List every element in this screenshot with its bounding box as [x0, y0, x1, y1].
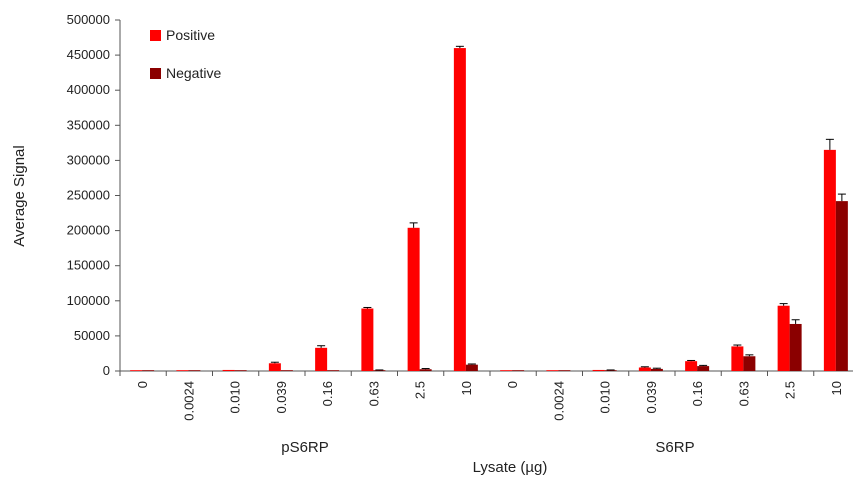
y-tick-label: 500000	[67, 12, 110, 27]
x-tick-label: 2.5	[413, 381, 428, 399]
legend-swatch-positive	[150, 30, 161, 41]
y-tick-label: 100000	[67, 293, 110, 308]
x-tick-label: 2.5	[783, 381, 798, 399]
x-tick-labels: 0 0.0024 0.010 0.039 0.16 0.63 2.5 10 0 0.0024 0.0…	[135, 381, 844, 421]
bar-negative	[373, 370, 386, 371]
x-tick-label: 0.63	[736, 381, 751, 406]
group-label: S6RP	[655, 439, 694, 456]
x-tick-label: 0	[135, 381, 150, 388]
x-axis-title: Lysate (µg)	[473, 459, 548, 476]
y-axis: 0 50000 100000 150000 200000 250000 300000 3500…	[67, 12, 121, 378]
bar-negative	[234, 370, 247, 371]
bar-positive	[685, 361, 698, 371]
bar-negative	[697, 366, 710, 371]
bar-positive	[130, 370, 143, 371]
bar-negative	[419, 369, 432, 371]
y-tick-label: 350000	[67, 117, 110, 132]
y-tick-label: 0	[103, 363, 110, 378]
y-tick-label: 300000	[67, 152, 110, 167]
bar-negative	[650, 368, 663, 371]
legend-label-positive: Positive	[166, 27, 215, 43]
bar-negative	[280, 370, 293, 371]
bar-negative	[558, 370, 571, 371]
bar-negative	[604, 370, 617, 371]
x-tick-label: 0.16	[690, 381, 705, 406]
bar-negative	[835, 201, 848, 371]
bar-negative	[327, 370, 340, 371]
legend: Positive Negative	[150, 27, 221, 81]
bar-negative	[512, 370, 525, 371]
group-labels: pS6RP S6RP	[281, 439, 694, 456]
x-tick-label: 0.010	[228, 381, 243, 414]
y-tick-label: 50000	[74, 328, 110, 343]
y-tick-label: 450000	[67, 47, 110, 62]
y-tick-label: 250000	[67, 188, 110, 203]
legend-swatch-negative	[150, 68, 161, 79]
y-axis-title: Average Signal	[11, 145, 28, 246]
bar-positive	[222, 369, 235, 371]
bar-positive	[638, 367, 651, 371]
x-axis	[119, 370, 853, 376]
bar-negative	[142, 370, 155, 371]
bar-positive	[777, 305, 790, 371]
x-tick-label: 0	[505, 381, 520, 388]
bar-positive	[361, 308, 374, 371]
bar-positive	[823, 149, 836, 371]
x-tick-label: 0.039	[274, 381, 289, 414]
group-label: pS6RP	[281, 439, 329, 456]
x-tick-label: 0.010	[598, 381, 613, 414]
x-tick-label: 0.63	[366, 381, 381, 406]
bar-negative	[743, 356, 756, 371]
y-tick-label: 400000	[67, 82, 110, 97]
x-tick-label: 10	[459, 381, 474, 395]
bar-positive	[500, 370, 513, 371]
bar-positive	[453, 48, 466, 372]
y-tick-label: 200000	[67, 223, 110, 238]
bar-positive	[176, 370, 189, 371]
bar-negative	[789, 323, 802, 371]
x-tick-label: 0.0024	[181, 381, 196, 421]
legend-label-negative: Negative	[166, 65, 221, 81]
bar-positive	[315, 347, 328, 371]
x-tick-label: 0.0024	[551, 381, 566, 421]
bar-negative	[465, 364, 478, 371]
bars	[130, 45, 848, 372]
bar-positive	[731, 346, 744, 371]
x-tick-label: 0.039	[644, 381, 659, 414]
bar-positive	[592, 369, 605, 371]
bar-negative	[188, 370, 201, 371]
bar-positive	[546, 370, 559, 371]
x-tick-label: 10	[829, 381, 844, 395]
x-tick-label: 0.16	[320, 381, 335, 406]
bar-positive	[268, 363, 281, 371]
y-tick-label: 150000	[67, 258, 110, 273]
bar-positive	[407, 227, 420, 371]
